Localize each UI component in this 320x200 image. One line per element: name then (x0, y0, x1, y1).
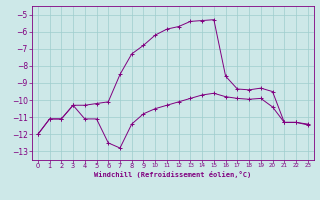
X-axis label: Windchill (Refroidissement éolien,°C): Windchill (Refroidissement éolien,°C) (94, 171, 252, 178)
